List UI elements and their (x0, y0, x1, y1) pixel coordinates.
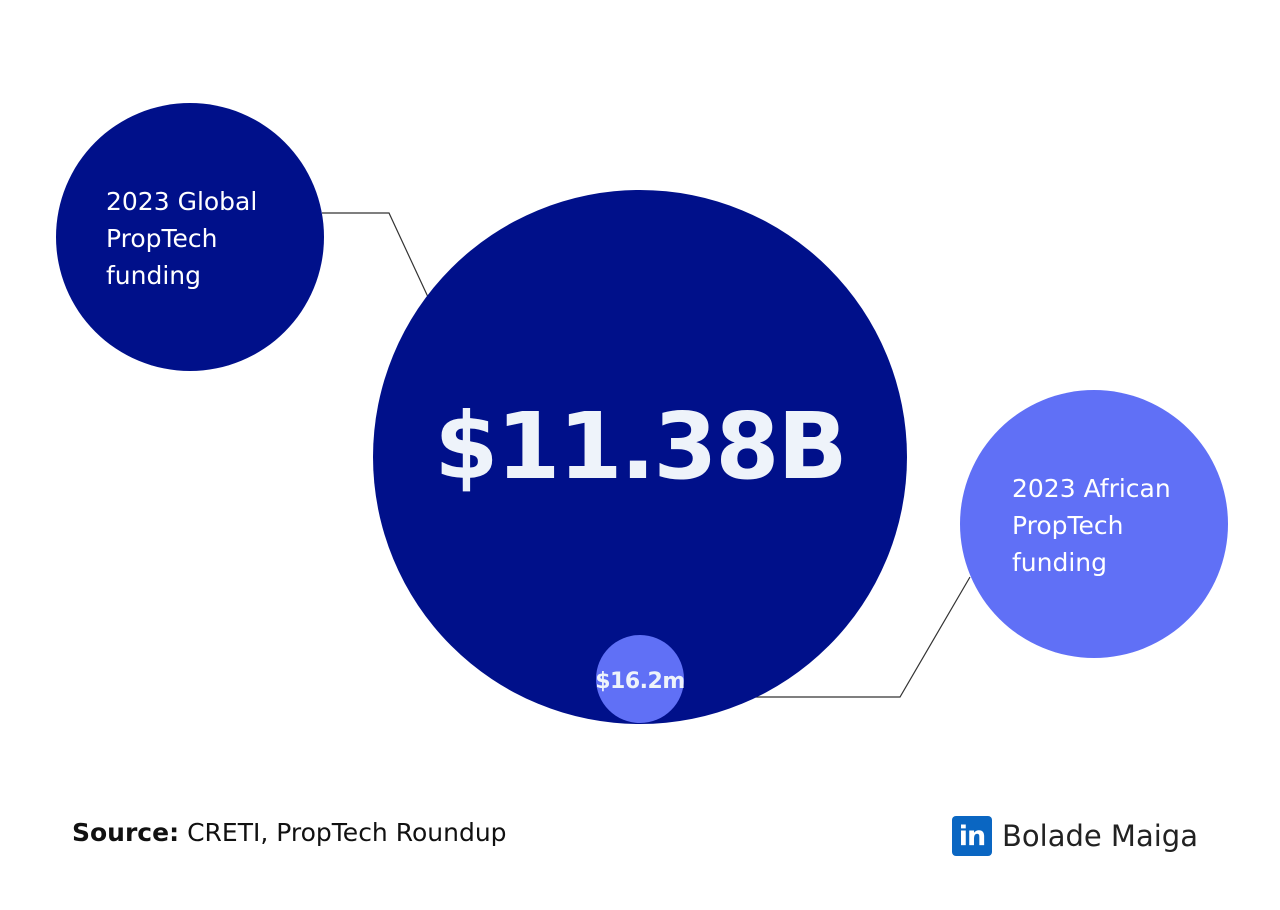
african-value-bubble (596, 635, 684, 723)
global-connector-line (322, 212, 429, 298)
author-name: Bolade Maiga (1002, 819, 1198, 853)
source-note: Source: CRETI, PropTech Roundup (72, 818, 507, 847)
global-label-bubble (56, 103, 324, 371)
african-label-line-2: PropTech (1012, 511, 1124, 540)
global-value-bubble (373, 190, 907, 724)
global-label: 2023 Global PropTech funding (106, 187, 265, 290)
source-text: CRETI, PropTech Roundup (187, 818, 507, 847)
author-brand: in Bolade Maiga (952, 816, 1198, 856)
african-label: 2023 African PropTech funding (1012, 474, 1179, 577)
global-label-line-1: 2023 Global (106, 187, 257, 216)
global-label-line-2: PropTech (106, 224, 218, 253)
african-label-bubble (960, 390, 1228, 658)
african-label-line-1: 2023 African (1012, 474, 1171, 503)
global-value: $11.38B (434, 393, 845, 500)
global-label-line-3: funding (106, 261, 201, 290)
african-value: $16.2m (595, 669, 685, 694)
linkedin-icon: in (952, 816, 992, 856)
african-label-line-3: funding (1012, 548, 1107, 577)
source-key: Source: (72, 818, 180, 847)
